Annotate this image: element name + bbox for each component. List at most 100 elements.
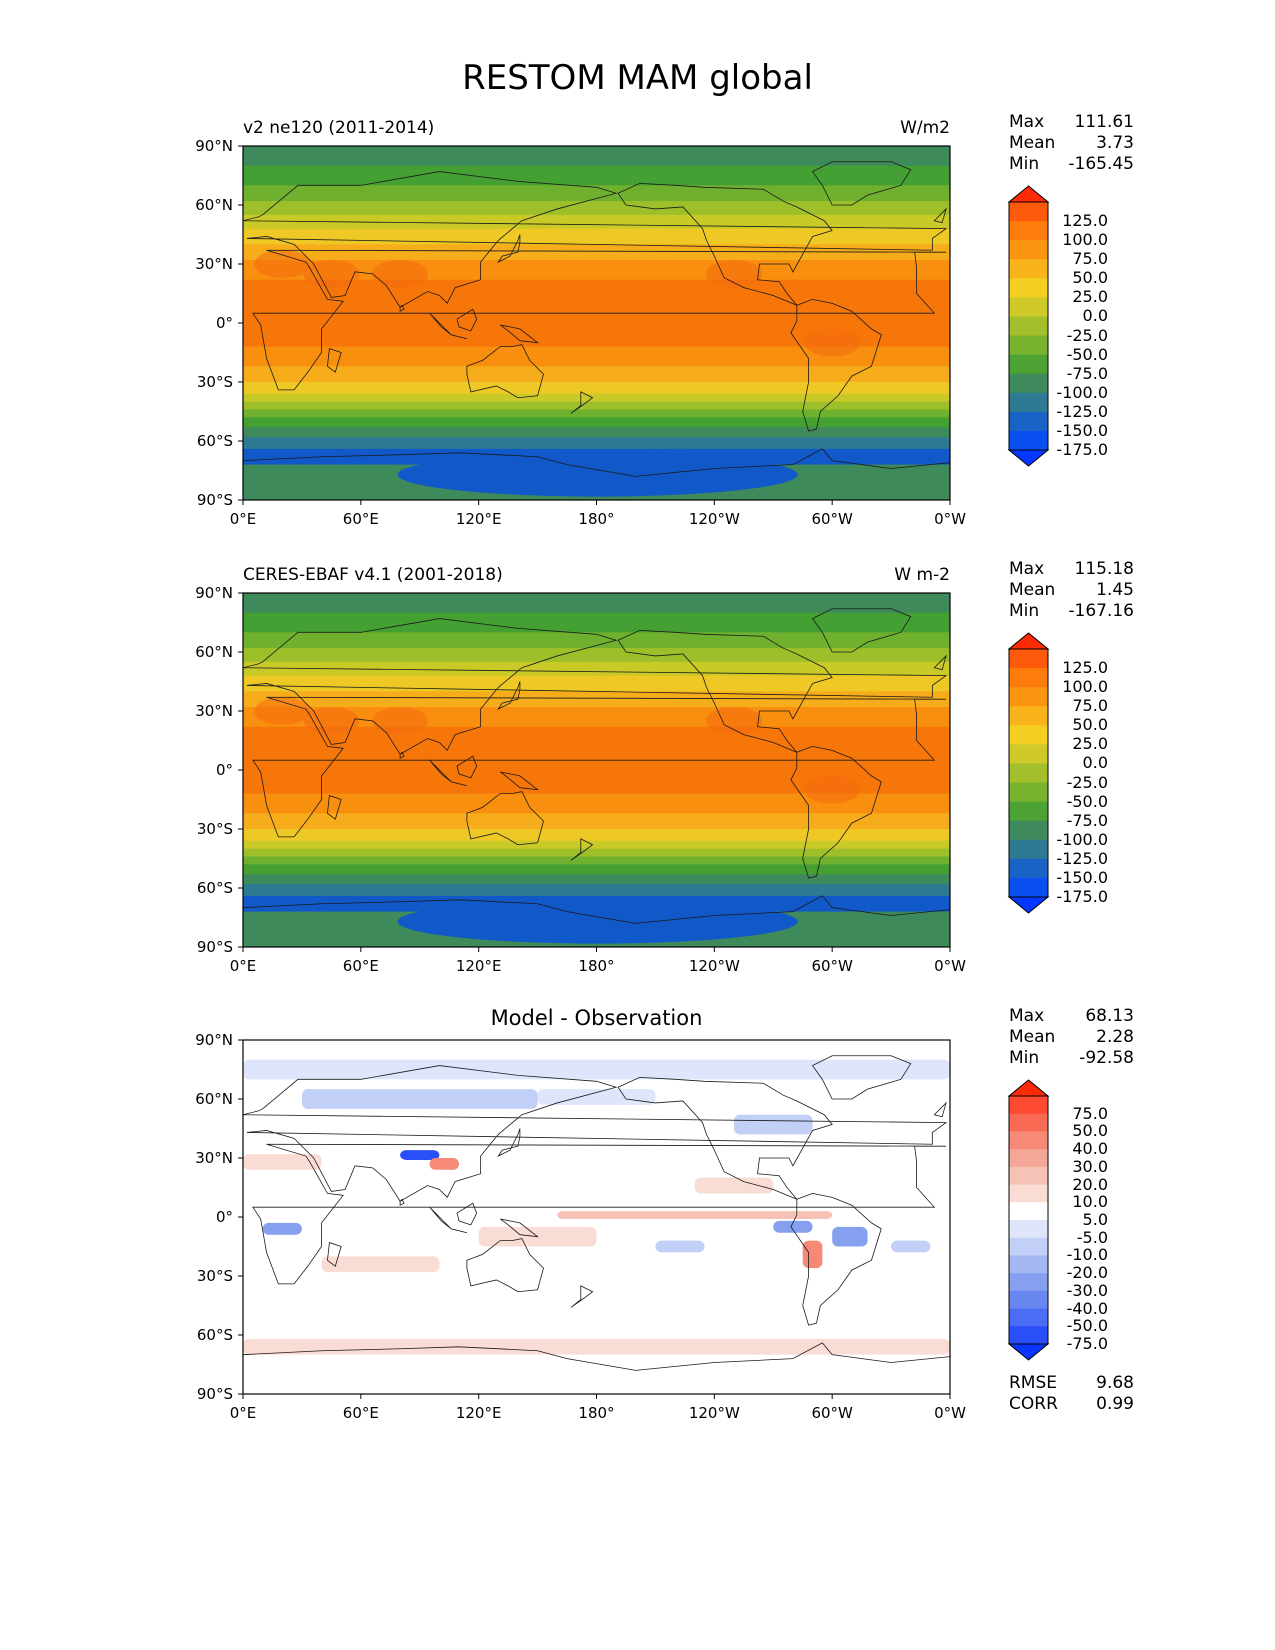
coastline — [933, 654, 947, 671]
x-tick-label: 60°W — [811, 1404, 853, 1422]
coastline — [252, 696, 947, 838]
x-tick-label: 0°W — [934, 510, 966, 528]
diff-patch — [655, 1240, 705, 1253]
coastline — [497, 234, 521, 264]
coastline — [500, 1218, 539, 1238]
panel3-title: Model - Observation — [490, 1006, 703, 1030]
coastline — [399, 751, 405, 759]
stat-label: Mean — [1009, 1027, 1056, 1047]
colorbar-tick-label: -175.0 — [1056, 440, 1108, 459]
colorbar-segment — [1009, 763, 1048, 784]
colorbar-tick-label: -40.0 — [1066, 1298, 1108, 1318]
x-tick-label: 180° — [578, 1404, 615, 1422]
field-band — [243, 648, 950, 663]
colorbar-frame — [1008, 1095, 1049, 1345]
x-tick-label: 0°E — [229, 1404, 257, 1422]
diff-patch — [429, 1158, 460, 1170]
stat-min: -92.58 — [1079, 1048, 1134, 1068]
y-tick-label: 30°N — [195, 1149, 233, 1167]
field-band — [243, 884, 950, 897]
coastline — [451, 334, 467, 340]
colorbar-segment — [1009, 1131, 1048, 1150]
warm-anomaly — [804, 328, 861, 357]
y-tick-label: 0° — [215, 314, 233, 332]
field-band — [243, 244, 950, 261]
field-band — [243, 228, 950, 245]
colorbar-segment — [1009, 1273, 1048, 1292]
colorbar-extend-max — [1007, 185, 1050, 203]
coastline — [570, 1285, 594, 1308]
field-band — [243, 864, 950, 875]
field-band — [243, 793, 950, 814]
x-tick-label: 120°W — [688, 510, 740, 528]
colorbar-tick-label: -75.0 — [1066, 363, 1108, 383]
y-tick-label: 30°N — [195, 255, 233, 273]
map-content — [243, 1040, 950, 1394]
colorbar-segment — [1009, 392, 1048, 413]
map-panel-1 — [238, 145, 951, 505]
colorbar-segment — [1009, 259, 1048, 279]
diff-patch — [243, 1154, 322, 1170]
colorbar-frame — [1008, 648, 1049, 898]
colorbar-tick-label: -10.0 — [1066, 1245, 1108, 1265]
colorbar-extend-max — [1007, 1079, 1050, 1097]
y-tick-label: 30°S — [196, 820, 233, 838]
field-band — [243, 417, 950, 428]
colorbar-tick-label: -75.0 — [1066, 810, 1108, 830]
warm-anomaly — [254, 250, 311, 278]
y-tick-label: 60°S — [196, 879, 233, 897]
colorbar-segment — [1009, 1255, 1048, 1274]
diff-patch — [301, 1089, 538, 1109]
y-tick-label: 30°N — [195, 702, 233, 720]
colorbar-tick-label: 75.0 — [1072, 696, 1108, 716]
panel1-stats: Max 111.61 Mean 3.73 Min -165.45 — [1009, 112, 1134, 175]
coastline — [790, 745, 882, 879]
colorbar-tick-label: 0.0 — [1082, 306, 1108, 326]
coastline — [243, 1342, 950, 1394]
panel2-title: CERES-EBAF v4.1 (2001-2018) — [243, 565, 503, 585]
field-band — [243, 437, 950, 450]
colorbar-segment — [1009, 820, 1048, 841]
coastline — [497, 1128, 521, 1158]
map-panel-3 — [238, 1039, 951, 1399]
coastline — [500, 324, 539, 344]
stat-label: Min — [1009, 601, 1040, 621]
colorbar-tick-label: -150.0 — [1056, 420, 1108, 440]
colorbar-segment — [1009, 744, 1048, 764]
coastline — [456, 308, 478, 332]
colorbar-tick-label: 30.0 — [1072, 1156, 1108, 1176]
coastline — [243, 171, 948, 308]
coastline — [497, 681, 521, 711]
x-tick-label: 120°W — [688, 1404, 740, 1422]
panel2-units: W m-2 — [894, 565, 950, 585]
field-band — [243, 401, 950, 411]
field-band — [243, 409, 950, 418]
colorbar-segment — [1009, 316, 1048, 337]
x-tick-label: 120°E — [455, 957, 502, 975]
colorbar-tick-label: 125.0 — [1062, 658, 1108, 678]
map-panel-2 — [238, 592, 951, 952]
stat-label: Max — [1009, 559, 1045, 579]
field-band — [243, 185, 950, 202]
diff-patch — [802, 1240, 823, 1269]
field-band — [243, 346, 950, 367]
colorbar-segment — [1009, 1308, 1048, 1327]
coastline — [811, 1055, 912, 1100]
colorbar-tick-label: 125.0 — [1062, 211, 1108, 231]
colorbar-segment — [1009, 839, 1048, 860]
coastline — [466, 1238, 544, 1293]
colorbar-segment — [1009, 725, 1048, 745]
field-band — [243, 593, 950, 614]
colorbar-tick-label: -50.0 — [1066, 344, 1108, 364]
coastline — [456, 755, 478, 779]
x-tick-label: 180° — [578, 510, 615, 528]
colorbar-tick-label: -5.0 — [1076, 1227, 1108, 1247]
warm-anomaly — [254, 697, 311, 725]
coastline — [617, 182, 833, 306]
warm-anomaly — [705, 706, 762, 735]
field-band — [243, 691, 950, 708]
x-tick-label: 60°E — [342, 510, 379, 528]
colorbar-tick-label: -125.0 — [1056, 401, 1108, 421]
coastline — [617, 629, 833, 753]
coastline — [243, 618, 948, 755]
